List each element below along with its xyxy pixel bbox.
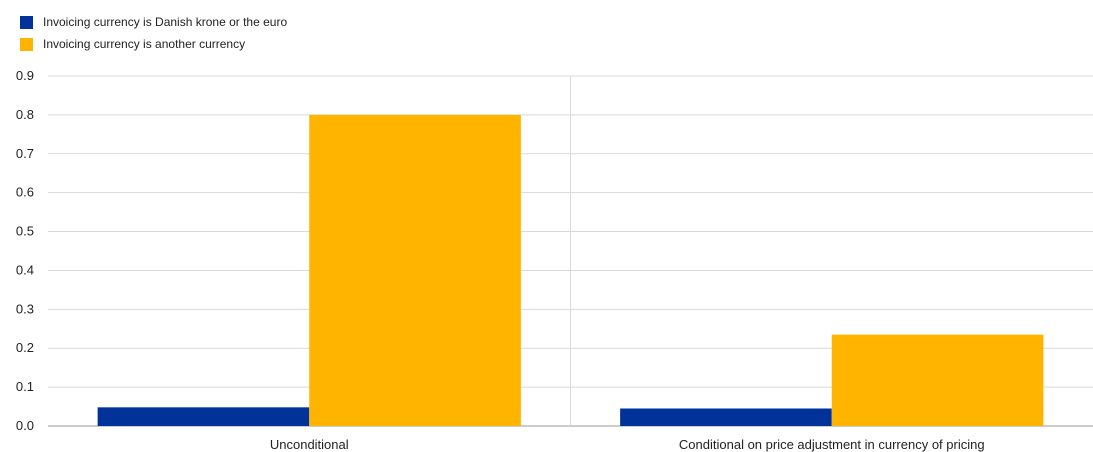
chart-legend: Invoicing currency is Danish krone or th… — [20, 11, 287, 55]
y-tick-label: 0.1 — [16, 379, 34, 394]
legend-swatch-dkk-eur — [20, 15, 33, 29]
y-tick-label: 0.8 — [16, 107, 34, 122]
x-category-label: Unconditional — [270, 437, 349, 452]
bar — [309, 114, 521, 426]
bar — [831, 334, 1044, 426]
legend-item-dkk-eur: Invoicing currency is Danish krone or th… — [20, 11, 287, 33]
y-tick-label: 0.0 — [16, 418, 34, 433]
legend-label-dkk-eur: Invoicing currency is Danish krone or th… — [43, 15, 288, 29]
y-tick-label: 0.5 — [16, 224, 34, 239]
bar — [97, 407, 310, 426]
legend-label-other-currency: Invoicing currency is another currency — [43, 37, 246, 51]
y-tick-label: 0.7 — [16, 146, 34, 161]
y-tick-label: 0.4 — [16, 262, 34, 277]
y-tick-label: 0.3 — [16, 301, 34, 316]
legend-item-other-currency: Invoicing currency is another currency — [20, 33, 287, 55]
y-tick-label: 0.6 — [16, 185, 34, 200]
legend-swatch-other-currency — [20, 37, 33, 51]
y-tick-label: 0.9 — [16, 68, 34, 83]
y-tick-label: 0.2 — [16, 340, 34, 355]
bar — [620, 408, 832, 426]
x-category-label: Conditional on price adjustment in curre… — [679, 437, 985, 452]
